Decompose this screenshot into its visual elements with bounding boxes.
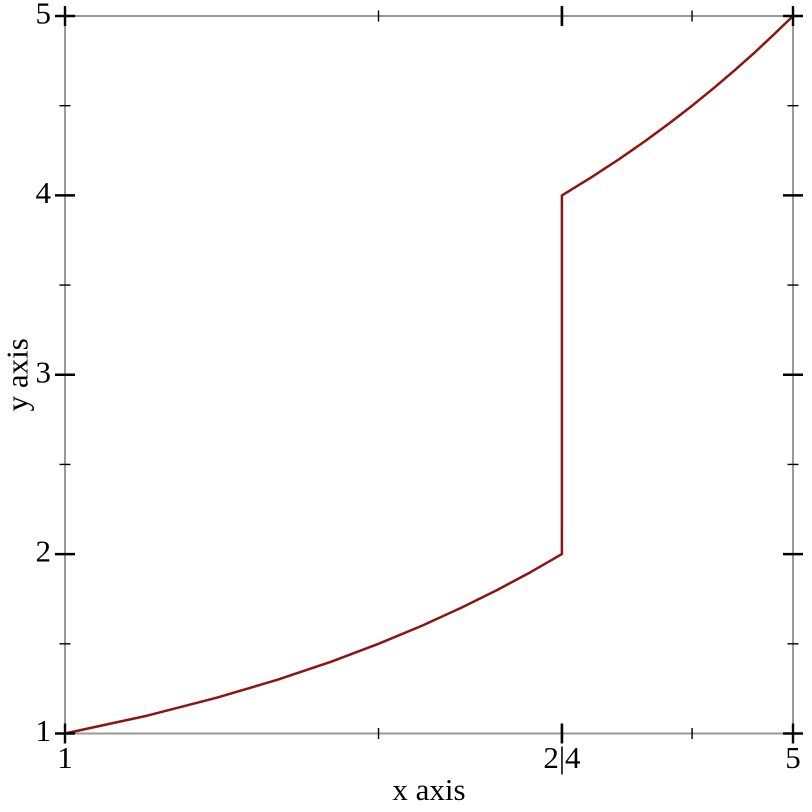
- plot-frame: [64, 15, 794, 735]
- y-tick-label: 5: [36, 0, 52, 31]
- function-curve: [63, 14, 795, 735]
- y-tick-label: 1: [36, 713, 52, 748]
- y-tick-label: 3: [36, 354, 52, 389]
- y-tick-label: 4: [36, 175, 52, 210]
- x-tick-label: 5: [785, 740, 801, 775]
- y-tick-label: 2: [36, 534, 52, 569]
- x-tick-label: 1: [57, 740, 73, 775]
- y-axis-label: y axis: [0, 338, 35, 411]
- x-axis-label: x axis: [392, 772, 465, 807]
- x-tick-label: 2|4: [543, 740, 581, 775]
